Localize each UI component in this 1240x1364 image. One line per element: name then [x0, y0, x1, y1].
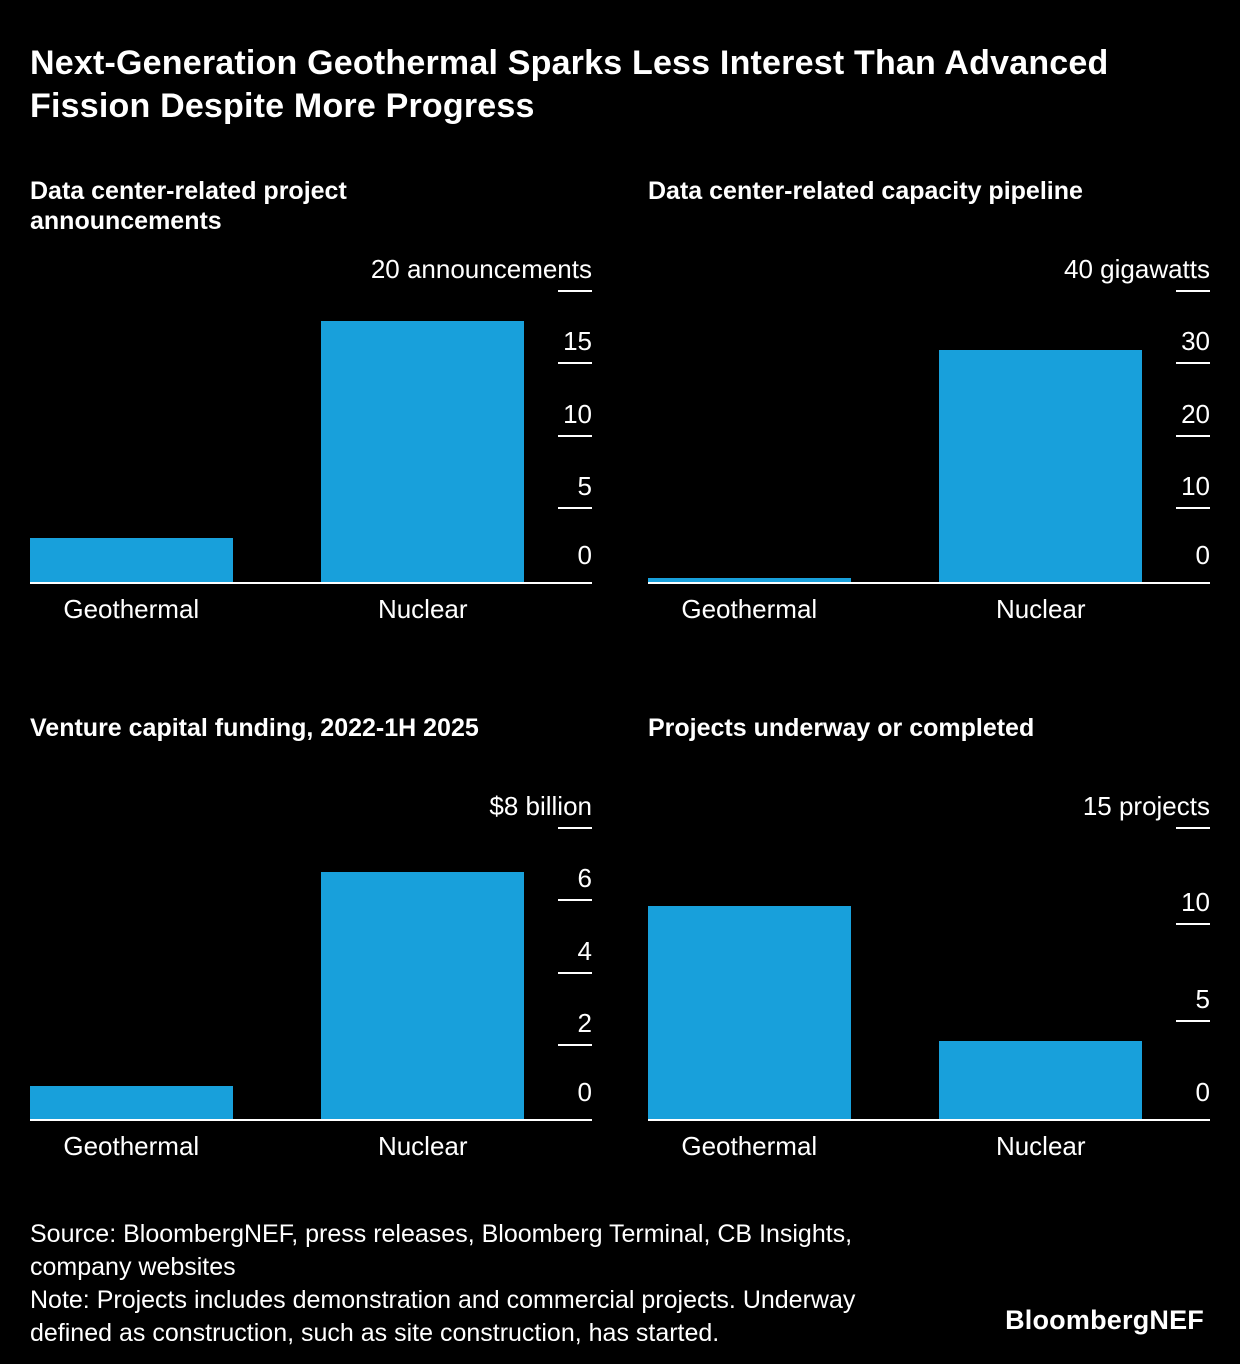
axis-tick-0-label: 0 [1195, 539, 1210, 570]
axis-tick-2: 2 [558, 1008, 592, 1047]
category-label-geothermal: Geothermal [63, 1130, 200, 1161]
axis-tick-10: 10 [1176, 471, 1210, 510]
axis-tick-10-label: 10 [1181, 887, 1210, 918]
axis-tick-6-dash [558, 899, 592, 902]
axis-unit-label: 40 gigawatts [1064, 256, 1210, 292]
axis-tick-15-dash [558, 362, 592, 365]
footer: Source: BloombergNEF, press releases, Bl… [30, 1218, 1210, 1350]
chart-plot: 20 announcements 15 10 5 0 [30, 256, 592, 584]
axis-tick-6-label: 6 [577, 863, 592, 894]
axis-unit-label: $8 billion [489, 793, 592, 829]
chart-plot: 40 gigawatts 30 20 10 0 [648, 256, 1210, 584]
chart-title: Data center-related project announcement… [30, 176, 347, 235]
axis-tick-5-label: 5 [577, 471, 592, 502]
bars-area [30, 829, 524, 1119]
axis-tick-5: 5 [558, 471, 592, 510]
axis-tick-20: 20 [1176, 401, 1210, 437]
axis-tick-0-label: 0 [577, 1076, 592, 1107]
category-labels: Geothermal Nuclear [30, 1131, 592, 1162]
note-text: Note: Projects includes demonstration an… [30, 1285, 856, 1347]
bar-geothermal [30, 538, 233, 582]
axis-tick-10: 10 [1176, 887, 1210, 926]
axis-tick-10-label: 10 [563, 398, 592, 429]
axis-unit-label-dash [558, 826, 592, 829]
bar-nuclear [321, 320, 524, 582]
axis-unit-label: 20 announcements [371, 256, 592, 292]
axis-tick-20-dash [1176, 434, 1210, 437]
category-label-nuclear: Nuclear [995, 1130, 1086, 1161]
bar-nuclear [939, 1041, 1142, 1119]
axis-unit-label: 15 projects [1083, 793, 1210, 829]
category-label-nuclear: Nuclear [377, 593, 468, 624]
source-text: Source: BloombergNEF, press releases, Bl… [30, 1219, 853, 1281]
axis-tick-0: 0 [578, 1079, 592, 1113]
category-label-nuclear: Nuclear [995, 593, 1086, 624]
axis-unit-label-label: 40 gigawatts [1064, 253, 1210, 284]
bar-nuclear [321, 872, 524, 1119]
axis-tick-4-label: 4 [577, 935, 592, 966]
axis-tick-2-dash [558, 1044, 592, 1047]
category-label-geothermal: Geothermal [681, 1130, 818, 1161]
chart-projects: Projects underway or completed 15 projec… [648, 713, 1210, 1162]
chart-title: Venture capital funding, 2022-1H 2025 [30, 713, 479, 742]
axis-unit-label-dash [1176, 826, 1210, 829]
axis-tick-20-label: 20 [1181, 398, 1210, 429]
axis-tick-0-label: 0 [1195, 1076, 1210, 1107]
axis-tick-15-label: 15 [563, 326, 592, 357]
axis-tick-5-dash [558, 507, 592, 510]
chart-plot: 15 projects 10 5 0 [648, 793, 1210, 1121]
bars-area [648, 292, 1142, 582]
axis-tick-30-dash [1176, 362, 1210, 365]
axis-unit-label-label: $8 billion [489, 790, 592, 821]
bloombergnef-logo: BloombergNEF [1005, 1305, 1204, 1335]
axis-tick-4-dash [558, 971, 592, 974]
category-label-geothermal: Geothermal [681, 593, 818, 624]
bar-geothermal [30, 1086, 233, 1119]
axis-tick-10-dash [558, 434, 592, 437]
bar-nuclear [939, 349, 1142, 582]
page-title: Next-Generation Geothermal Sparks Less I… [30, 44, 1109, 125]
axis-tick-10-dash [1176, 923, 1210, 926]
axis-tick-0: 0 [1196, 1079, 1210, 1113]
category-label-geothermal: Geothermal [63, 593, 200, 624]
axis-unit-label-label: 20 announcements [370, 253, 592, 284]
axis-tick-5: 5 [1176, 986, 1210, 1022]
chart-announcements: Data center-related project announcement… [30, 176, 592, 625]
axis-tick-30: 30 [1176, 326, 1210, 365]
category-label-nuclear: Nuclear [377, 1130, 468, 1161]
axis-tick-2-label: 2 [577, 1008, 592, 1039]
axis-tick-6: 6 [558, 863, 592, 902]
axis-tick-5-label: 5 [1195, 984, 1210, 1014]
bar-geothermal [648, 906, 851, 1119]
axis-tick-10: 10 [558, 401, 592, 437]
bars-area [648, 829, 1142, 1119]
category-labels: Geothermal Nuclear [648, 594, 1210, 625]
axis-tick-4: 4 [558, 938, 592, 974]
axis-unit-label-dash [1176, 289, 1210, 292]
axis-unit-label-dash [558, 289, 592, 292]
axis-tick-30-label: 30 [1181, 326, 1210, 357]
category-labels: Geothermal Nuclear [648, 1131, 1210, 1162]
category-labels: Geothermal Nuclear [30, 594, 592, 625]
axis-tick-0: 0 [1196, 542, 1210, 576]
axis-tick-0-label: 0 [577, 539, 592, 570]
axis-tick-10-label: 10 [1181, 471, 1210, 502]
axis-tick-15: 15 [558, 326, 592, 365]
bar-geothermal [648, 578, 851, 582]
chart-capacity-pipeline: Data center-related capacity pipeline 40… [648, 176, 1210, 625]
axis-tick-10-dash [1176, 507, 1210, 510]
bars-area [30, 292, 524, 582]
axis-tick-0: 0 [578, 542, 592, 576]
chart-vc-funding: Venture capital funding, 2022-1H 2025 $8… [30, 713, 592, 1162]
axis-tick-5-dash [1176, 1020, 1210, 1022]
chart-title: Data center-related capacity pipeline [648, 176, 1083, 205]
chart-title: Projects underway or completed [648, 713, 1035, 742]
axis-unit-label-label: 15 projects [1082, 790, 1210, 821]
chart-plot: $8 billion 6 4 2 0 [30, 793, 592, 1121]
charts-grid: Data center-related project announcement… [30, 176, 1210, 1162]
